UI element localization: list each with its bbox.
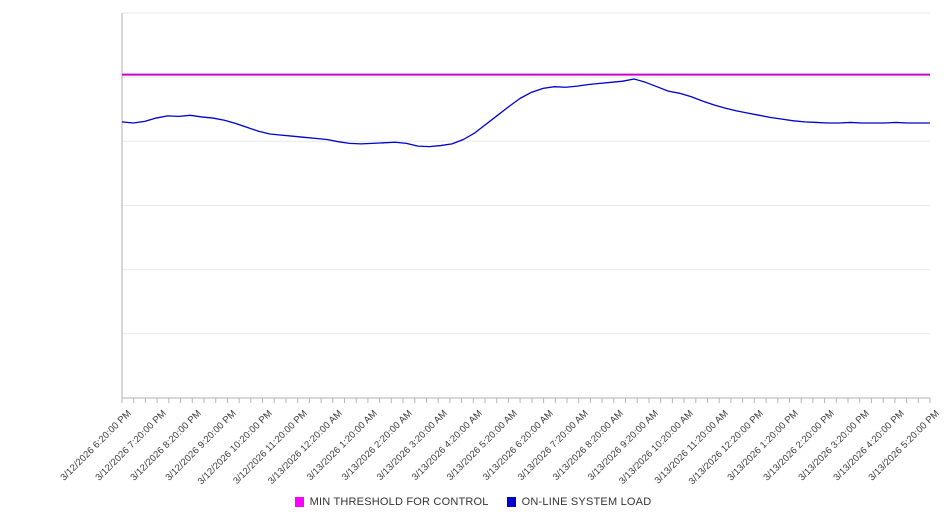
system-load-line [121,78,930,148]
legend-swatch-min-threshold [294,497,304,507]
chart-legend: MIN THRESHOLD FOR CONTROL ON-LINE SYSTEM… [0,496,946,508]
legend-label-min-threshold: MIN THRESHOLD FOR CONTROL [309,496,489,508]
legend-item-system-load: ON-LINE SYSTEM LOAD [506,496,652,508]
x-axis-tick-marks [121,398,931,403]
gridlines-group [122,12,930,399]
x-axis-labels: 3/12/2026 6:20:00 PM 3/12/2026 7:20:00 PM… [0,398,946,488]
legend-label-system-load: ON-LINE SYSTEM LOAD [521,496,652,508]
legend-swatch-system-load [506,497,516,507]
legend-item-min-threshold: MIN THRESHOLD FOR CONTROL [294,496,489,508]
x-axis-tick-label: 3/13/2026 5:20:00 PM [866,408,942,484]
